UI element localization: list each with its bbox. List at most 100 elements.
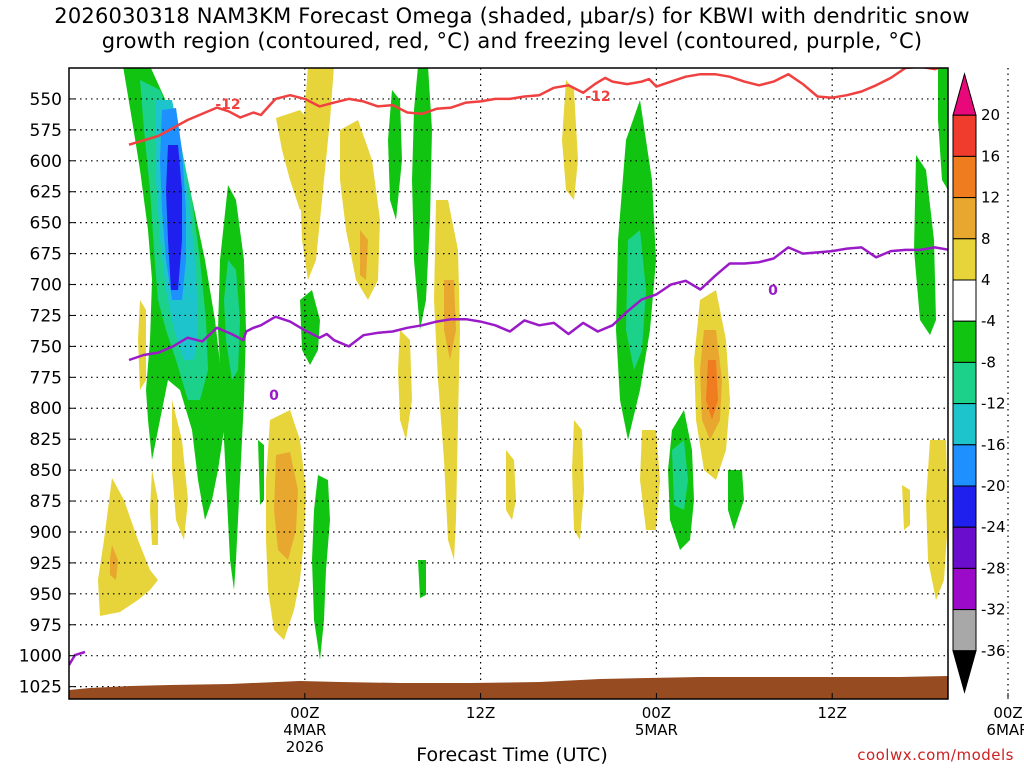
colorbar-tick-label: -12	[981, 395, 1006, 413]
x-tick-label: 5MAR	[635, 721, 678, 739]
x-tick-label: 6MAR	[986, 721, 1024, 739]
y-tick-label: 975	[30, 616, 62, 636]
omega-region-yellow-12	[572, 420, 584, 540]
colorbar-swatch	[952, 444, 977, 487]
omega-region-darkblue-main	[166, 145, 182, 290]
omega-region-red-13	[706, 360, 718, 420]
omega-region-green-4	[388, 90, 402, 220]
omega-region-orange-7	[360, 230, 368, 280]
omega-region-yellow-14	[640, 430, 660, 530]
dgz-label-2: -12	[585, 89, 610, 105]
omega-region-green-9	[728, 470, 744, 530]
y-tick-label: 775	[30, 368, 62, 388]
colorbar-swatch	[952, 114, 977, 157]
colorbar-tick-label: -28	[981, 559, 1006, 577]
freezing-level-contour	[128, 246, 948, 362]
omega-region-yellow-7	[340, 120, 380, 300]
colorbar-swatch	[952, 197, 977, 240]
y-tick-label: 825	[30, 430, 62, 450]
colorbar-tick-label: 4	[981, 271, 991, 289]
colorbar-tick-label: -8	[981, 353, 996, 371]
plot-frame	[68, 67, 949, 700]
x-tick-label: 00Z	[290, 704, 319, 722]
omega-region-yellow-11	[562, 80, 578, 200]
omega-region-yellow-3	[150, 470, 158, 545]
colorbar-tick-label: -24	[981, 518, 1006, 536]
colorbar: 20 16 12 8 4 -4 -8 -12 -16 -20 -24 -28 -32 -36	[952, 72, 1006, 694]
colorbar-swatch	[952, 403, 977, 446]
time-gridlines	[304, 68, 1009, 699]
y-tick-label: 875	[30, 492, 62, 512]
chart-title-line2: growth region (contoured, red, °C) and f…	[101, 29, 923, 53]
y-tick-label: 650	[30, 214, 62, 234]
chart-title-line1: 2026030318 NAM3KM Forecast Omega (shaded…	[54, 4, 970, 28]
colorbar-tick-label: 20	[981, 106, 1000, 124]
colorbar-swatch	[952, 485, 977, 528]
y-tick-label: 925	[30, 554, 62, 574]
omega-region-yellow-16	[902, 485, 910, 530]
colorbar-swatch	[952, 238, 977, 281]
omega-region-yellow-17	[138, 300, 146, 390]
freezing-label-2: 0	[768, 283, 778, 299]
omega-region-green-2	[312, 475, 330, 660]
chart-title: 2026030318 NAM3KM Forecast Omega (shaded…	[0, 4, 1024, 54]
omega-region-green-11	[938, 68, 948, 190]
contour-labels: -12 -12 0 0	[215, 89, 778, 404]
omega-region-yellow-8	[398, 330, 412, 440]
colorbar-cap-bottom	[952, 650, 977, 694]
y-tick-label: 800	[30, 399, 62, 419]
colorbar-tick-label: 12	[981, 189, 1000, 207]
omega-region-teal-secondary	[224, 260, 240, 380]
colorbar-cap-top	[952, 72, 977, 116]
colorbar-swatch	[952, 567, 977, 611]
y-tick-label: 900	[30, 523, 62, 543]
y-tick-label: 675	[30, 245, 62, 265]
x-axis-label: Forecast Time (UTC)	[416, 744, 608, 766]
omega-region-green-6	[418, 560, 426, 598]
y-tick-label: 600	[30, 152, 62, 172]
y-tick-label: 1000	[19, 647, 62, 667]
colorbar-tick-label: 16	[981, 147, 1000, 165]
y-tick-label: 725	[30, 306, 62, 326]
omega-region-green-secondary	[218, 185, 246, 590]
omega-region-green-10	[914, 155, 936, 335]
omega-region-yellow-1	[98, 478, 158, 616]
y-tick-label: 750	[30, 337, 62, 357]
colorbar-tick-label: -36	[981, 642, 1006, 660]
colorbar-swatch	[952, 320, 977, 363]
x-tick-label: 4MAR	[283, 721, 326, 739]
colorbar-tick-label: -20	[981, 477, 1006, 495]
x-tick-label: 12Z	[818, 704, 847, 722]
omega-region-teal-7	[626, 230, 646, 370]
freezing-level-contour-left	[69, 650, 86, 666]
ground-surface	[69, 676, 948, 699]
x-tick-label: 2026	[286, 738, 324, 756]
freezing-label-1: 0	[269, 388, 279, 404]
y-tick-label: 550	[30, 90, 62, 110]
omega-region-yellow-6	[300, 68, 334, 280]
omega-region-yellow-15	[926, 440, 948, 600]
y-axis-ticks: 550 575 600 625 650 675 700 725 750 775 800 825 850 8…	[19, 90, 75, 698]
omega-region-teal-8	[672, 440, 688, 510]
colorbar-swatch	[952, 526, 977, 569]
omega-region-green-12	[258, 440, 264, 505]
y-tick-label: 700	[30, 276, 62, 296]
colorbar-tick-label: -16	[981, 436, 1006, 454]
x-axis-ticks: 00Z4MAR202612Z00Z5MAR12Z00Z6MAR	[283, 693, 1024, 756]
x-tick-label: 00Z	[642, 704, 671, 722]
omega-region-green-5	[412, 68, 432, 330]
y-tick-label: 850	[30, 461, 62, 481]
omega-region-orange-4	[274, 452, 298, 560]
colorbar-swatch	[952, 155, 977, 199]
source-credit: coolwx.com/models	[857, 746, 1014, 764]
colorbar-tick-label: 8	[981, 230, 991, 248]
x-tick-label: 00Z	[993, 704, 1022, 722]
colorbar-swatch	[952, 609, 977, 652]
colorbar-tick-label: -4	[981, 312, 996, 330]
x-tick-label: 12Z	[466, 704, 495, 722]
colorbar-swatch	[952, 279, 977, 322]
y-tick-label: 625	[30, 183, 62, 203]
omega-region-green-3	[300, 290, 320, 365]
dgz-label-1: -12	[215, 97, 240, 113]
